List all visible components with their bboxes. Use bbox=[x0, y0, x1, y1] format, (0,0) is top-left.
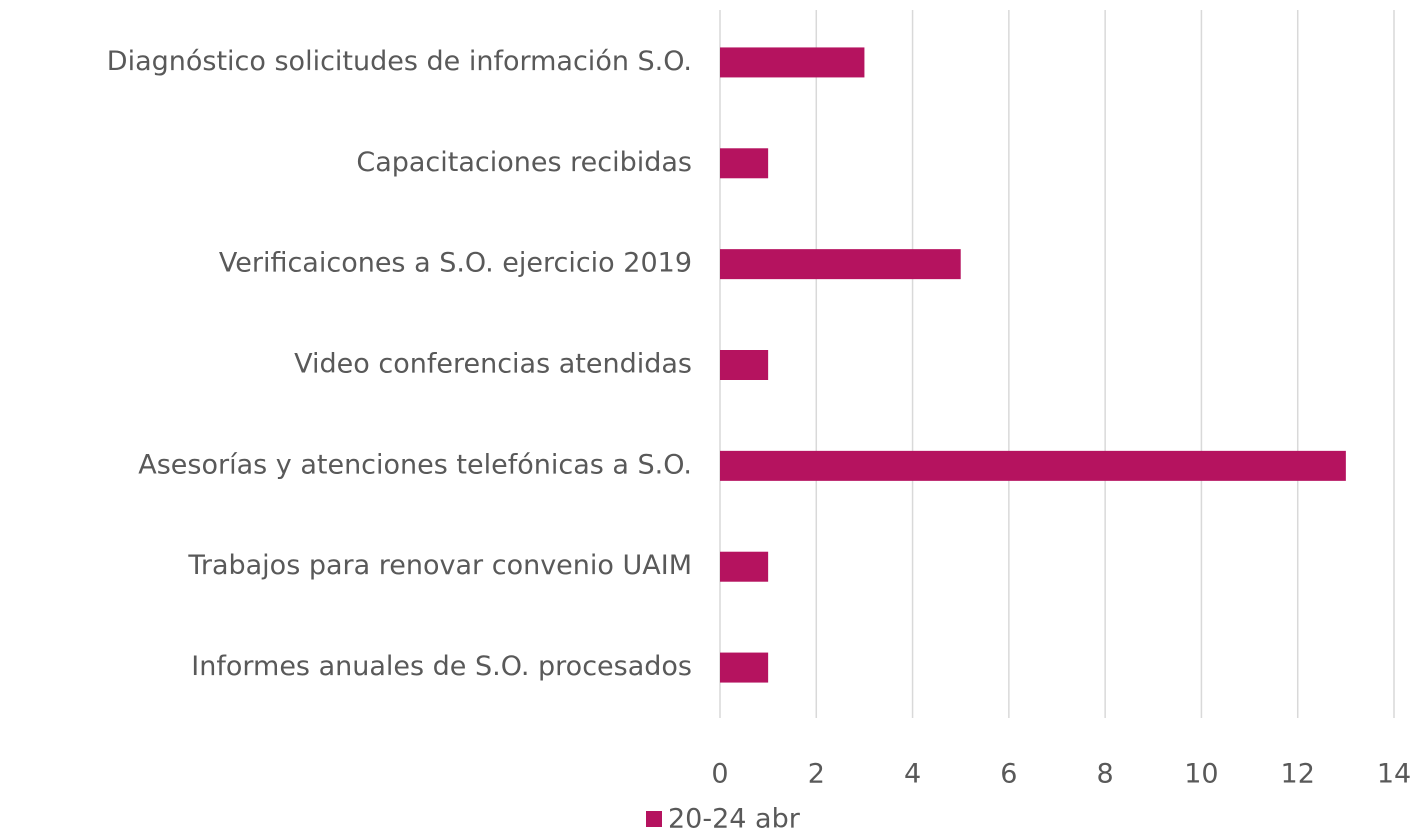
y-tick-label: Asesorías y atenciones telefónicas a S.O… bbox=[138, 449, 692, 480]
bar bbox=[720, 350, 769, 380]
x-tick-label: 4 bbox=[904, 759, 921, 790]
bar bbox=[720, 148, 769, 179]
x-tick-label: 2 bbox=[808, 759, 825, 790]
y-tick-label: Trabajos para renovar convenio UAIM bbox=[187, 550, 692, 581]
x-tick-label: 14 bbox=[1377, 759, 1411, 790]
y-tick-label: Diagnóstico solicitudes de información S… bbox=[107, 46, 692, 77]
x-tick-label: 8 bbox=[1097, 759, 1114, 790]
bar bbox=[720, 249, 961, 280]
bar bbox=[720, 652, 769, 683]
x-tick-label: 0 bbox=[711, 759, 728, 790]
x-tick-label: 6 bbox=[1000, 759, 1017, 790]
legend-swatch bbox=[646, 811, 662, 827]
y-tick-label: Informes anuales de S.O. procesados bbox=[191, 651, 692, 682]
legend-label: 20-24 abr bbox=[668, 804, 801, 834]
y-tick-label: Video conferencias atendidas bbox=[294, 349, 692, 380]
bar bbox=[720, 47, 865, 78]
bar bbox=[720, 450, 1346, 481]
bar bbox=[720, 551, 769, 582]
x-tick-label: 10 bbox=[1184, 759, 1218, 790]
y-tick-label: Verificaicones a S.O. ejercicio 2019 bbox=[219, 248, 692, 279]
y-tick-label: Capacitaciones recibidas bbox=[356, 147, 692, 178]
x-tick-label: 12 bbox=[1281, 759, 1315, 790]
